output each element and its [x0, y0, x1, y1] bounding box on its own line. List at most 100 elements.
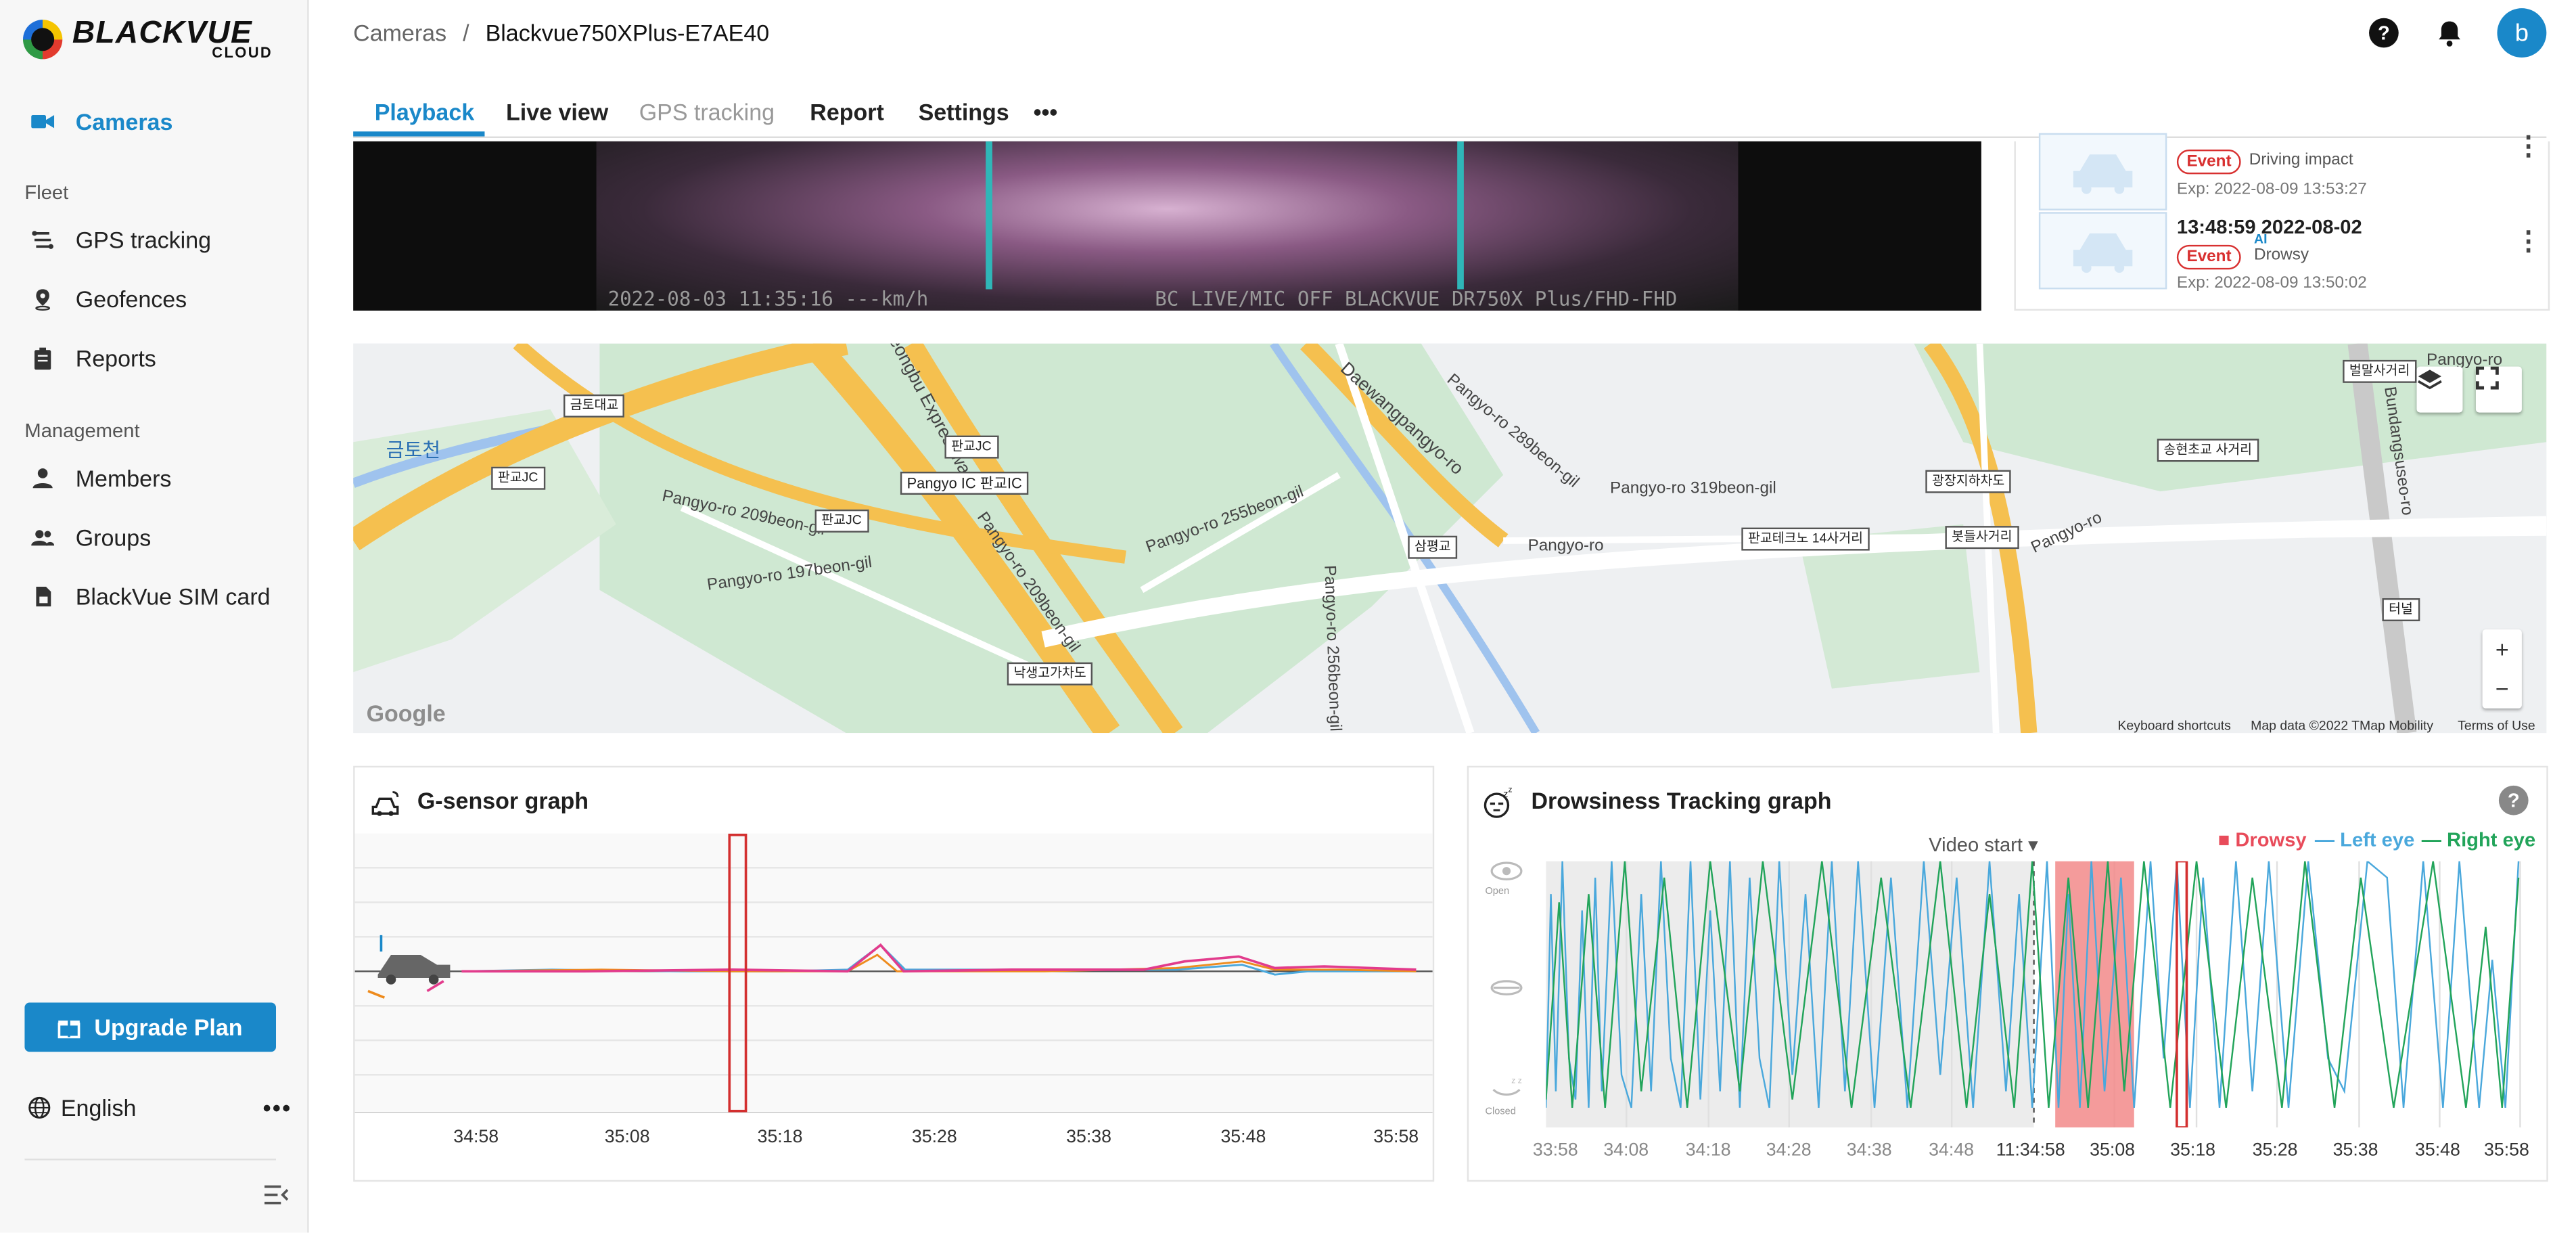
event-menu-icon[interactable]: ⋮ — [2515, 133, 2542, 162]
drowsiness-help-icon[interactable]: ? — [2498, 785, 2529, 815]
map-shortcuts-link[interactable]: Keyboard shortcuts — [2117, 718, 2231, 734]
sidebar-item-sim-card[interactable]: BlackVue SIM card — [0, 572, 307, 621]
event-type: Drowsy — [2254, 246, 2309, 265]
car-placeholder-icon — [2073, 154, 2133, 194]
help-icon[interactable]: ? — [2369, 18, 2399, 48]
event-menu-icon[interactable]: ⋮ — [2515, 228, 2542, 256]
event-item[interactable]: Event Driving impact Exp: 2022-08-09 13:… — [2038, 133, 2548, 219]
route-icon — [32, 231, 53, 249]
active-tab-indicator — [353, 131, 485, 137]
svg-text:z z: z z — [1511, 1075, 1522, 1085]
video-start-label: Video start — [1929, 833, 2023, 857]
drowsiness-x-tick: 33:58 — [1532, 1140, 1578, 1161]
video-osd-info: BC LIVE/MIC OFF BLACKVUE DR750X Plus/FHD… — [1155, 288, 1678, 311]
chevron-down-icon: ▾ — [2028, 833, 2038, 857]
google-logo: Google — [366, 700, 446, 727]
language-selector[interactable]: English — [28, 1094, 136, 1121]
group-icon — [31, 530, 55, 546]
legend-left-eye: — Left eye — [2314, 828, 2415, 852]
map-attribution: Map data ©2022 TMap Mobility — [2251, 718, 2434, 734]
map-fullscreen-button[interactable] — [2475, 366, 2522, 413]
more-options-icon[interactable]: ••• — [262, 1094, 292, 1121]
map-place-marker: 삼평교 — [1408, 535, 1458, 559]
map-place-marker: 판교테크노 14사거리 — [1741, 527, 1870, 551]
sidebar-item-members[interactable]: Members — [0, 453, 307, 503]
event-item[interactable]: 13:48:59 2022-08-02 AI Event Drowsy Exp:… — [2038, 212, 2548, 297]
detection-box-edge — [986, 141, 992, 290]
event-list: Event Driving impact Exp: 2022-08-09 13:… — [2014, 133, 2550, 311]
gsensor-x-tick: 35:08 — [604, 1127, 650, 1148]
video-frame — [596, 141, 1739, 311]
tab-report[interactable]: Report — [810, 98, 884, 125]
map-layers-button[interactable] — [2416, 366, 2463, 413]
drowsiness-x-tick: 35:28 — [2252, 1140, 2298, 1161]
map-zoom-out-button[interactable]: − — [2495, 675, 2509, 702]
eye-half-icon — [1490, 980, 1523, 995]
map-zoom-in-button[interactable]: + — [2495, 635, 2509, 663]
drowsiness-x-tick: 35:58 — [2484, 1140, 2529, 1161]
clipboard-icon — [34, 347, 51, 370]
car-axis-icon — [367, 935, 451, 999]
brand-logo[interactable]: BLACKVUE CLOUD — [23, 16, 286, 62]
drowsiness-x-tick: 35:48 — [2415, 1140, 2460, 1161]
breadcrumb-current: Blackvue750XPlus-E7AE40 — [485, 20, 770, 47]
gsensor-x-tick: 34:58 — [453, 1127, 499, 1148]
sidebar-item-groups[interactable]: Groups — [0, 513, 307, 562]
tab-playback[interactable]: Playback — [374, 98, 475, 125]
upgrade-plan-button[interactable]: Upgrade Plan — [24, 1002, 277, 1052]
breadcrumb: Cameras / Blackvue750XPlus-E7AE40 — [353, 20, 769, 46]
tab-more[interactable]: ••• — [1033, 98, 1058, 125]
tab-live-view[interactable]: Live view — [506, 98, 609, 125]
event-expiry: Exp: 2022-08-09 13:53:27 — [2176, 181, 2367, 199]
drowsiness-x-tick: 34:28 — [1766, 1140, 1812, 1161]
drowsiness-x-tick: 34:18 — [1685, 1140, 1731, 1161]
sidebar-item-cameras[interactable]: Cameras — [0, 97, 307, 146]
event-expiry: Exp: 2022-08-09 13:50:02 — [2176, 274, 2367, 293]
svg-text:z: z — [1503, 789, 1508, 800]
map-zoom-control: + − — [2482, 629, 2522, 709]
map-road-label: Pangyo-ro 319beon-gil — [1610, 480, 1776, 498]
breadcrumb-separator: / — [463, 20, 469, 47]
gsensor-x-tick: 35:18 — [757, 1127, 803, 1148]
map-place-marker: 판교JC — [491, 466, 545, 490]
drowsiness-x-tick: 11:34:58 — [1996, 1140, 2065, 1161]
sidebar-item-reports[interactable]: Reports — [0, 334, 307, 383]
ai-badge: AI — [2254, 231, 2268, 247]
gift-icon — [58, 1021, 81, 1039]
collapse-sidebar-icon[interactable] — [263, 1184, 290, 1207]
breadcrumb-cameras-link[interactable]: Cameras — [353, 20, 447, 47]
map-place-marker: 터널 — [2382, 598, 2420, 622]
tab-gps-tracking[interactable]: GPS tracking — [639, 98, 775, 125]
sidebar-item-label: GPS tracking — [75, 227, 212, 254]
sidebar-divider — [24, 1159, 277, 1161]
gsensor-x-tick: 35:38 — [1066, 1127, 1112, 1148]
car-placeholder-icon — [2073, 233, 2133, 273]
sim-card-icon — [36, 587, 51, 607]
event-thumbnail — [2038, 133, 2167, 210]
event-badge: Event — [2176, 244, 2242, 270]
notification-bell-icon[interactable] — [2435, 18, 2464, 48]
video-start-dropdown[interactable]: Video start ▾ — [1929, 833, 2038, 856]
sidebar-item-label: BlackVue SIM card — [75, 583, 271, 610]
sidebar-item-label: Cameras — [75, 108, 173, 135]
tab-settings[interactable]: Settings — [918, 98, 1009, 125]
map-place-marker: 판교JC — [814, 509, 869, 533]
legend-right-eye: — Right eye — [2421, 828, 2536, 852]
map-place-marker: 판교JC — [944, 435, 998, 459]
eye-open-label: Open — [1485, 887, 1510, 898]
eye-closed-label: Closed — [1485, 1107, 1516, 1118]
sidebar-item-gps-tracking[interactable]: GPS tracking — [0, 215, 307, 265]
tab-bar: Playback Live view GPS tracking Report S… — [353, 85, 2547, 139]
user-avatar[interactable]: b — [2497, 8, 2547, 58]
video-player[interactable]: 2022-08-03 11:35:16 ---km/h BC LIVE/MIC … — [353, 141, 1981, 311]
event-time: 13:48:59 2022-08-02 — [2176, 215, 2362, 239]
map-terms-link[interactable]: Terms of Use — [2458, 718, 2535, 734]
sidebar-item-geofences[interactable]: Geofences — [0, 275, 307, 324]
globe-icon — [28, 1096, 51, 1119]
brand-sub: CLOUD — [212, 44, 273, 61]
drowsiness-x-tick: 34:48 — [1929, 1140, 1975, 1161]
video-camera-icon — [31, 115, 55, 129]
map-place-marker: 광장지하차도 — [1925, 470, 2012, 493]
map-view[interactable]: Gyeongbu Expressway Daewangpangyo-ro Pan… — [353, 343, 2547, 734]
